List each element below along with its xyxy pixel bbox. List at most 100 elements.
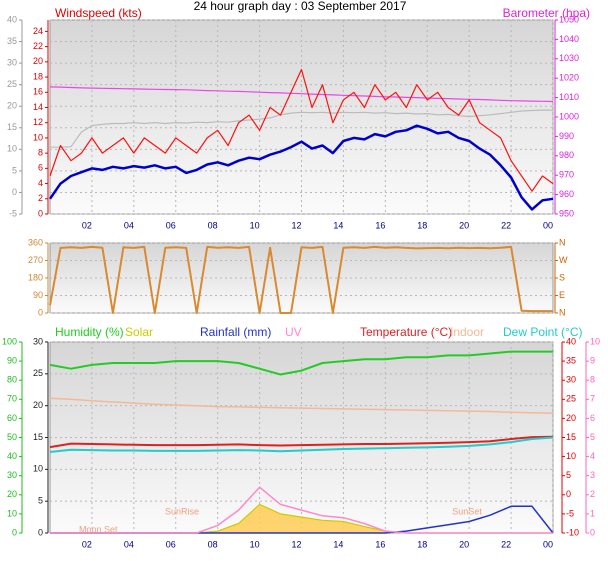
series-line [49,435,554,449]
annotation: SunRise [165,506,199,516]
y-tick-label: S [559,272,565,282]
y-tick-label: W [559,255,568,265]
chart-title: 24 hour graph day : 03 September 2017 [194,0,407,13]
x-tick-label: 22 [501,220,511,230]
y-tick-label: 3 [590,470,595,480]
legend-entry: Humidity (%) [55,325,124,339]
area-fill [50,504,553,533]
y-tick-label: 30 [33,336,43,346]
y-tick-label: 0 [12,527,17,537]
x-tick-label: 02 [82,220,92,230]
x-tick-label: 10 [250,539,260,549]
y-tick-label: 1040 [559,34,579,44]
y-tick-label: 80 [7,375,17,385]
y-tick-label: 1050 [559,14,579,24]
x-tick-label: 04 [124,220,134,230]
x-tick-label: 14 [333,539,343,549]
y-tick-label: 970 [559,170,574,180]
y-tick-label: 20 [33,400,43,410]
x-tick-label: 08 [208,539,218,549]
y-tick-label: 7 [590,394,595,404]
y-tick-label: 10 [33,464,43,474]
y-tick-label: 15 [33,432,43,442]
y-tick-label: 2 [38,193,43,203]
y-tick-label: 25 [33,368,43,378]
y-tick-label: -5 [566,508,574,518]
y-tick-label: N [559,307,566,317]
series-line [50,486,553,534]
y-tick-label: N [559,237,566,247]
series-line [49,397,554,414]
y-tick-label: 4 [590,451,595,461]
series-line [49,436,554,453]
y-tick-label: 2 [590,489,595,499]
annotation: SunSet [452,506,482,516]
series-line [50,109,553,148]
y-tick-label: E [559,290,565,300]
x-tick-label: 12 [291,220,301,230]
y-tick-label: 9 [590,355,595,365]
y-tick-label: 5 [590,432,595,442]
y-tick-label: 30 [7,470,17,480]
x-tick-label: 10 [250,220,260,230]
y-tick-label: 25 [566,394,576,404]
y-tick-label: 1020 [559,73,579,83]
series-line [49,350,553,376]
y-tick-label: 40 [7,451,17,461]
y-tick-label: 50 [7,432,17,442]
y-tick-label: 30 [566,375,576,385]
y-tick-label: 5 [566,470,571,480]
x-tick-label: 00 [543,539,553,549]
x-tick-label: 04 [124,539,134,549]
y-tick-label: 5 [12,165,17,175]
series-line [49,245,553,314]
y-tick-label: 0 [12,187,17,197]
x-tick-label: 20 [459,539,469,549]
x-tick-label: 22 [501,539,511,549]
x-tick-label: 18 [417,220,427,230]
y-tick-label: 10 [7,508,17,518]
x-tick-label: 06 [166,539,176,549]
axis-title: Barometer (hpa) [503,6,590,20]
series-line [48,124,554,211]
y-tick-label: 0 [590,527,595,537]
y-tick-label: 18 [33,71,43,81]
y-tick-label: 10 [566,451,576,461]
y-tick-label: 180 [28,272,43,282]
y-tick-label: 0 [38,527,43,537]
y-tick-label: 20 [566,413,576,423]
axis-title: Windspeed (kts) [55,6,142,20]
legend-entry: Indoor [450,325,484,339]
legend-entry: UV [285,325,302,339]
y-tick-label: -5 [9,208,17,218]
y-tick-label: 90 [33,290,43,300]
legend-entry: Temperature (°C) [360,325,452,339]
annotation: Moon Set [79,524,118,534]
x-tick-label: 12 [291,539,301,549]
legend-entry: Dew Point (°C) [503,325,582,339]
y-tick-label: 35 [566,355,576,365]
x-tick-label: 14 [333,220,343,230]
y-tick-label: 70 [7,394,17,404]
x-tick-label: 06 [166,220,176,230]
y-tick-label: 1000 [559,111,579,121]
y-tick-label: 35 [7,36,17,46]
x-tick-label: 18 [417,539,427,549]
y-tick-label: 960 [559,189,574,199]
y-tick-label: 20 [7,489,17,499]
y-tick-label: 6 [38,163,43,173]
y-tick-label: 14 [33,102,43,112]
y-tick-label: 22 [33,41,43,51]
y-tick-label: 0 [38,208,43,218]
y-tick-label: 1010 [559,92,579,102]
y-tick-label: 25 [7,79,17,89]
y-tick-label: 0 [38,307,43,317]
y-tick-label: 1 [590,508,595,518]
y-tick-label: 270 [28,255,43,265]
y-tick-label: 360 [28,237,43,247]
x-tick-label: 02 [82,539,92,549]
y-tick-label: 990 [559,131,574,141]
y-tick-label: 15 [7,122,17,132]
y-tick-label: 10 [590,336,600,346]
